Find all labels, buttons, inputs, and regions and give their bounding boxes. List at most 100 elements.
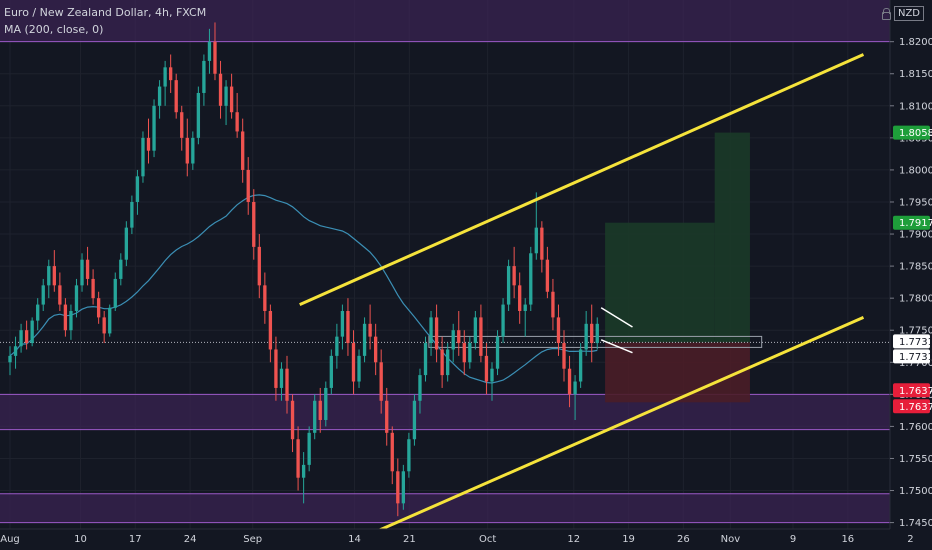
price-label-bg (893, 125, 930, 140)
candle-body (545, 259, 550, 292)
price-tick-label: 1.77500 (899, 326, 932, 337)
candle-body (490, 368, 494, 382)
time-axis: Aug 10 17 24 Sep 14 21 Oct 12 19 26 Nov 9 16 2 (0, 528, 932, 550)
candle-body (429, 317, 433, 344)
candle-body (434, 317, 439, 350)
candle-body (224, 86, 228, 106)
candle-body (163, 67, 167, 87)
candle-body (218, 73, 223, 106)
candle-body (412, 400, 417, 440)
candle-body (385, 400, 389, 433)
candle-body (307, 432, 311, 465)
candle-body (30, 320, 34, 344)
candle-body (368, 323, 372, 337)
price-tick-label: 1.80000 (899, 165, 932, 176)
candle-body (462, 343, 466, 363)
candle-body (213, 41, 217, 74)
symbol-title: Euro / New Zealand Dollar, 4h, FXCM (4, 6, 207, 19)
candle-body (578, 349, 583, 382)
time-tick-label: Oct (479, 534, 496, 545)
moving-average (9, 194, 598, 384)
candle-body (457, 330, 461, 344)
candle-body (279, 368, 284, 388)
candle-body (174, 80, 178, 113)
candle-body (479, 317, 483, 356)
candle-body (96, 298, 101, 318)
candle-body (590, 323, 594, 344)
price-tick-label: 1.78000 (899, 294, 932, 305)
candle-body (335, 336, 339, 356)
candle-body (329, 355, 333, 388)
candle-body (290, 400, 295, 440)
price-tick-label: 1.81500 (899, 69, 932, 80)
candle-body (318, 400, 322, 420)
candle-body (152, 105, 156, 151)
candle-body (523, 304, 527, 311)
time-tick-label: 21 (403, 534, 416, 545)
candle-body (534, 227, 538, 254)
candle-body (241, 131, 245, 170)
time-tick-label: 9 (790, 534, 796, 545)
price-tick-label: 1.75000 (899, 486, 932, 497)
ma-line (9, 194, 598, 384)
candle-body (274, 349, 278, 388)
price-label: 1.76376 (899, 402, 932, 413)
candle-body (351, 343, 356, 382)
candle-body (124, 227, 129, 260)
price-tick-label: 1.76000 (899, 422, 932, 433)
candle-body (146, 137, 151, 151)
candle-body (440, 349, 444, 376)
price-axis: 1.745001.750001.755001.760001.765001.770… (889, 0, 932, 550)
candle-body (556, 317, 561, 344)
candle-body (362, 323, 367, 356)
candle-body (301, 464, 306, 478)
flag-line-lower (600, 339, 633, 354)
candle-body (584, 323, 588, 350)
lock-icon[interactable] (881, 7, 891, 20)
candles (8, 22, 599, 517)
price-label-bg (893, 349, 930, 364)
candle-body (80, 259, 84, 286)
candle-body (263, 285, 267, 311)
candle-body (562, 343, 566, 369)
candle-body (169, 67, 173, 81)
chart-legend: Euro / New Zealand Dollar, 4h, FXCM MA (… (4, 4, 206, 38)
candle-body (468, 343, 472, 363)
price-label-bg (893, 215, 930, 230)
candle-body (401, 471, 406, 504)
support-resistance-zone (0, 394, 890, 430)
candle-body (185, 137, 189, 164)
time-tick-label: 14 (348, 534, 361, 545)
candle-body (229, 86, 234, 113)
time-tick-label: 24 (184, 534, 197, 545)
candle-body (390, 432, 394, 472)
candle-body (567, 368, 572, 395)
candle-body (252, 201, 256, 247)
candle-body (512, 266, 516, 286)
time-tick-label: Aug (0, 534, 20, 545)
price-tick-label: 1.79500 (899, 197, 932, 208)
candle-body (113, 278, 117, 308)
candle-body (379, 362, 383, 401)
time-tick-label: 12 (567, 534, 580, 545)
take-profit-zone (605, 222, 715, 343)
price-label-bg (893, 399, 930, 414)
candle-body (130, 201, 134, 228)
time-tick-label: 10 (74, 534, 87, 545)
candle-body (47, 266, 51, 286)
candle-body (52, 266, 56, 286)
candle-body (257, 246, 261, 286)
candle-body (135, 176, 140, 202)
candle-body (19, 330, 23, 347)
candle-body (484, 355, 489, 382)
candle-body (357, 355, 361, 382)
candle-body (451, 330, 455, 350)
candle-body (573, 381, 577, 395)
candle-body (446, 349, 450, 376)
support-resistance-zone (0, 493, 890, 523)
candle-body (501, 304, 505, 337)
currency-selector[interactable]: NZD (881, 6, 924, 21)
candle-body (196, 92, 201, 138)
